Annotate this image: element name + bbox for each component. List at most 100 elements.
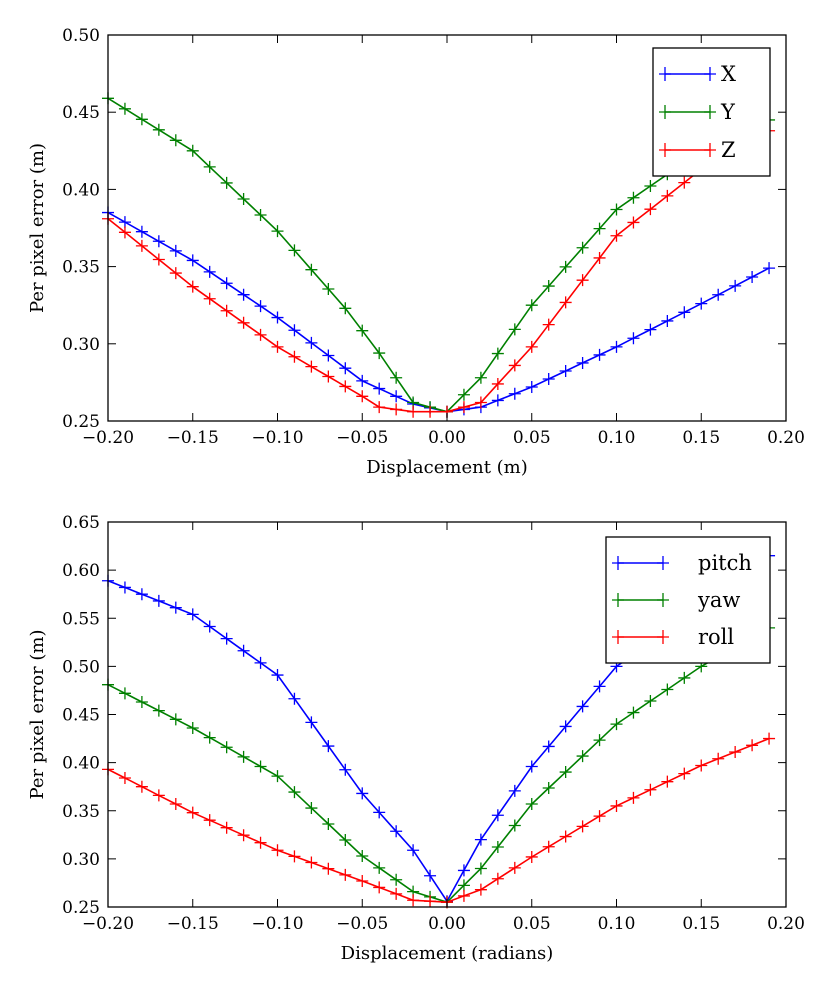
data-point-z-23 <box>491 377 504 390</box>
legend-marker <box>704 67 716 81</box>
y-tick-label: 0.30 <box>62 850 100 870</box>
data-point-roll-8 <box>237 829 250 842</box>
data-point-pitch-22 <box>474 833 487 846</box>
data-point-x-26 <box>542 373 555 386</box>
data-point-y-6 <box>203 160 216 173</box>
legend-marker <box>704 105 716 119</box>
data-point-roll-32 <box>644 783 657 796</box>
data-point-y-1 <box>118 102 131 115</box>
data-point-roll-15 <box>356 875 369 888</box>
data-point-roll-35 <box>695 759 708 772</box>
data-point-x-12 <box>305 336 318 349</box>
data-point-yaw-15 <box>356 849 369 862</box>
series-yaw <box>102 621 776 909</box>
data-point-roll-17 <box>390 887 403 900</box>
legend-marker <box>612 593 624 607</box>
data-point-yaw-4 <box>169 713 182 726</box>
y-tick-label: 0.60 <box>62 561 100 581</box>
x-tick-label: −0.20 <box>82 428 134 448</box>
data-point-yaw-13 <box>322 818 335 831</box>
data-point-roll-36 <box>712 752 725 765</box>
data-point-roll-38 <box>746 739 759 752</box>
data-point-pitch-14 <box>339 763 352 776</box>
data-point-roll-9 <box>254 836 267 849</box>
data-point-roll-37 <box>729 746 742 759</box>
data-point-x-24 <box>508 387 521 400</box>
data-point-x-7 <box>220 277 233 290</box>
x-tick-label: 0.00 <box>428 914 466 934</box>
y-tick-label: 0.45 <box>62 706 100 726</box>
y-tick-label: 0.40 <box>62 180 100 200</box>
legend: pitch yaw roll <box>605 536 771 664</box>
data-point-x-23 <box>491 394 504 407</box>
series-line-roll <box>107 737 770 904</box>
data-point-pitch-6 <box>203 620 216 633</box>
legend-marker <box>704 143 716 157</box>
data-point-x-8 <box>237 288 250 301</box>
data-point-yaw-27 <box>559 766 572 779</box>
data-point-x-6 <box>203 265 216 278</box>
data-point-yaw-17 <box>390 873 403 886</box>
data-point-x-15 <box>356 374 369 387</box>
data-point-y-24 <box>508 323 521 336</box>
data-point-pitch-7 <box>220 632 233 645</box>
x-tick-label: 0.20 <box>767 914 805 934</box>
x-tick-label: 0.15 <box>682 428 720 448</box>
data-point-yaw-33 <box>661 683 674 696</box>
y-tick-label: 0.40 <box>62 754 100 774</box>
data-point-roll-21 <box>457 889 470 902</box>
legend-label-yaw: yaw <box>697 588 740 612</box>
x-tick-label: −0.10 <box>251 428 303 448</box>
x-axis-title: Displacement (m) <box>366 457 528 478</box>
data-point-x-38 <box>746 271 759 284</box>
data-point-yaw-30 <box>610 718 623 731</box>
y-tick-label: 0.50 <box>62 657 100 677</box>
data-point-z-21 <box>457 401 470 414</box>
data-point-x-2 <box>135 225 148 238</box>
data-point-y-30 <box>610 203 623 216</box>
data-point-roll-29 <box>593 810 606 823</box>
x-tick-label: 0.00 <box>428 428 466 448</box>
data-point-z-26 <box>542 318 555 331</box>
data-point-z-24 <box>508 359 521 372</box>
series-x <box>102 206 776 418</box>
data-point-yaw-16 <box>373 861 386 874</box>
data-point-roll-30 <box>610 799 623 812</box>
data-point-z-25 <box>525 340 538 353</box>
data-point-y-26 <box>542 280 555 293</box>
data-point-x-34 <box>678 306 691 319</box>
data-point-roll-7 <box>220 821 233 834</box>
data-point-y-14 <box>339 302 352 315</box>
data-point-x-33 <box>661 314 674 327</box>
data-point-pitch-21 <box>457 864 470 877</box>
data-point-x-36 <box>712 288 725 301</box>
legend-label-z: Z <box>721 138 736 162</box>
data-point-yaw-5 <box>186 721 199 734</box>
data-point-yaw-21 <box>457 879 470 892</box>
data-point-pitch-19 <box>424 869 437 882</box>
chart-translation: −0.20 −0.15 −0.10 −0.05 0.00 0.05 0.10 0.15 0.20… <box>27 26 805 478</box>
data-point-x-13 <box>322 349 335 362</box>
x-tick-label: 0.20 <box>767 428 805 448</box>
data-point-roll-33 <box>661 775 674 788</box>
data-point-z-30 <box>610 229 623 242</box>
data-point-yaw-24 <box>508 819 521 832</box>
legend-label-pitch: pitch <box>698 551 752 575</box>
data-point-roll-1 <box>118 772 131 785</box>
data-point-x-39 <box>763 262 776 275</box>
data-point-y-10 <box>271 225 284 238</box>
legend-marker <box>657 556 669 570</box>
series-line-x <box>107 211 770 413</box>
series-line-z <box>107 130 770 413</box>
data-point-y-13 <box>322 282 335 295</box>
data-point-pitch-11 <box>288 692 301 705</box>
series-roll <box>102 732 776 909</box>
data-point-y-17 <box>390 371 403 384</box>
data-point-x-14 <box>339 362 352 375</box>
data-point-yaw-1 <box>118 687 131 700</box>
data-point-yaw-29 <box>593 734 606 747</box>
data-point-pitch-12 <box>305 716 318 729</box>
data-point-roll-31 <box>627 791 640 804</box>
data-point-pitch-26 <box>542 740 555 753</box>
data-point-yaw-31 <box>627 706 640 719</box>
